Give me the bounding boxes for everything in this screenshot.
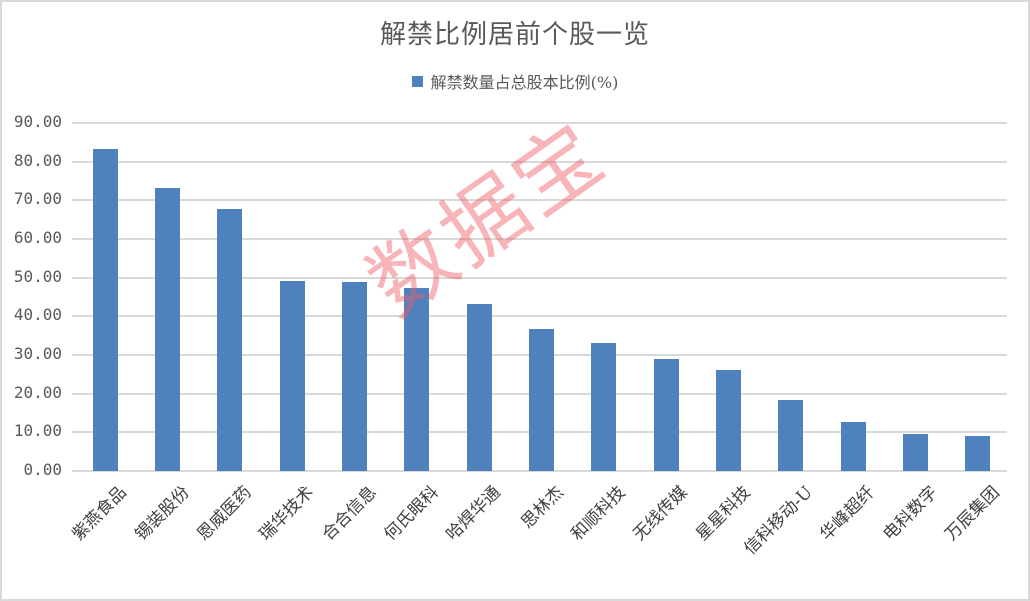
bar-7 <box>466 303 492 471</box>
y-tick-label: 90.00 <box>13 112 62 131</box>
y-tick-label: 0.00 <box>23 460 62 479</box>
bar-2 <box>155 187 180 471</box>
gridline <box>72 199 1007 202</box>
bar-3 <box>217 208 243 471</box>
bar-11 <box>716 370 741 471</box>
y-tick-label: 20.00 <box>13 382 62 402</box>
bar-8 <box>529 329 554 471</box>
gridline <box>72 276 1007 279</box>
gridline <box>72 160 1007 163</box>
bar-12 <box>778 399 804 471</box>
bar-15 <box>965 435 991 471</box>
bar-5 <box>342 281 367 471</box>
legend-label: 解禁数量占总股本比例(%) <box>430 73 619 92</box>
y-tick-label: 10.00 <box>13 421 62 441</box>
bar-6 <box>404 288 430 471</box>
plot-area <box>72 122 1007 472</box>
bar-14 <box>903 433 928 471</box>
chart-title: 解禁比例居前个股一览 <box>379 20 650 50</box>
y-tick-label: 70.00 <box>13 189 62 209</box>
y-tick-label: 80.00 <box>13 150 62 170</box>
gridline <box>72 315 1007 318</box>
bar-10 <box>653 358 679 471</box>
y-tick-label: 40.00 <box>13 305 62 325</box>
y-tick-label: 30.00 <box>13 344 62 363</box>
gridline <box>72 122 1007 124</box>
y-tick-label: 50.00 <box>13 266 62 286</box>
bar-4 <box>279 281 305 471</box>
y-tick-label: 60.00 <box>13 228 62 247</box>
gridline <box>72 470 1007 472</box>
bar-13 <box>840 421 866 471</box>
bar-9 <box>591 343 617 471</box>
legend: 解禁数量占总股本比例(%) <box>0 69 1030 93</box>
legend-swatch <box>411 76 423 87</box>
bar-1 <box>92 148 118 471</box>
gridline <box>72 238 1007 240</box>
